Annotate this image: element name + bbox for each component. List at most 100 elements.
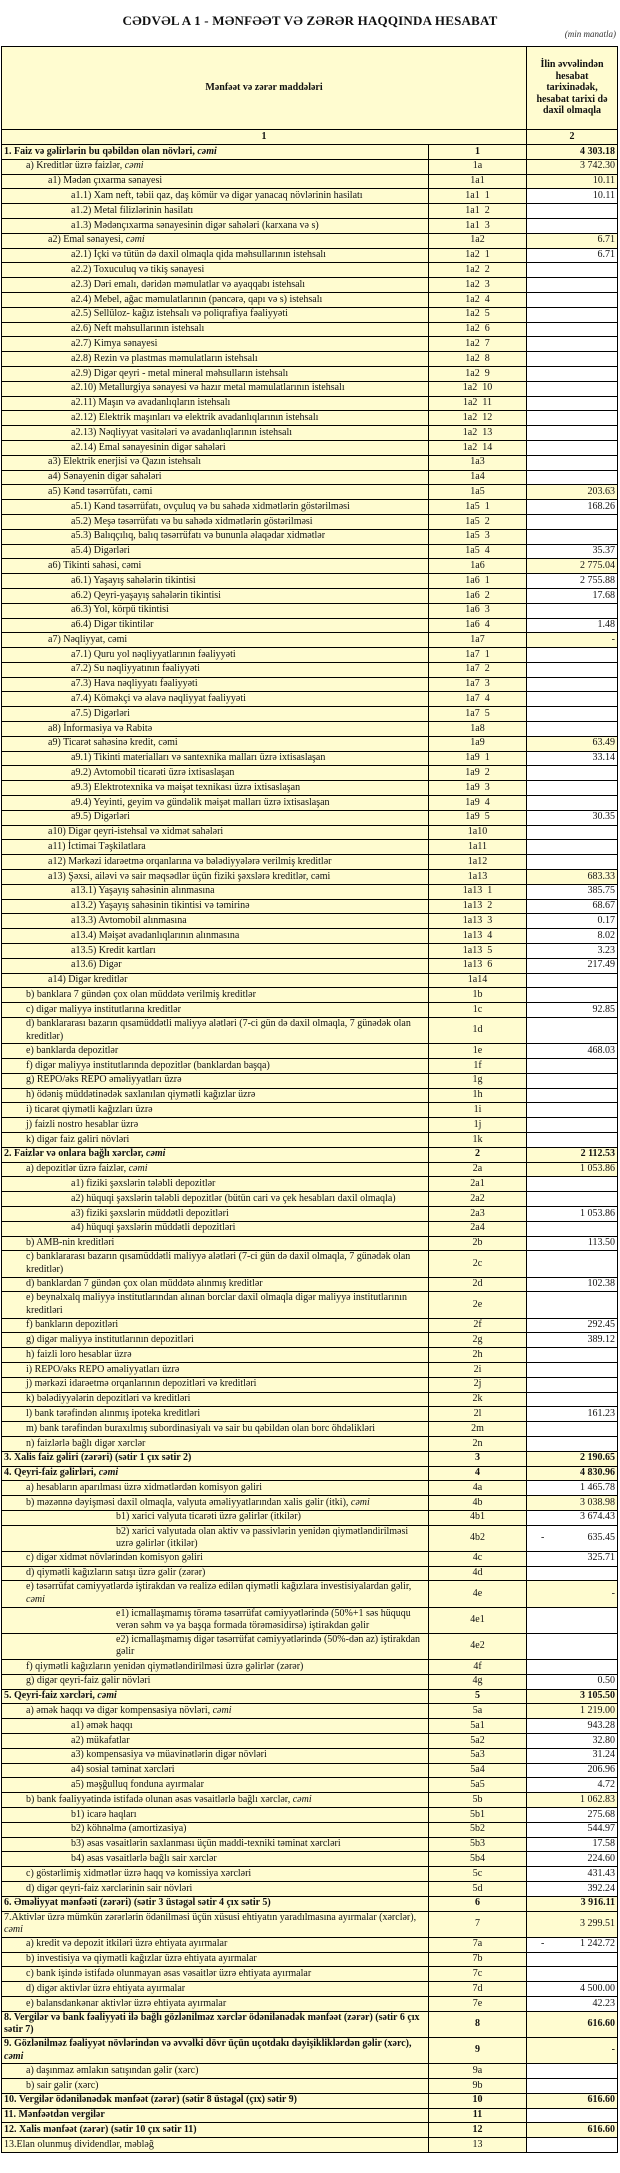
row-label: a9.1) Tikinti materialları və santexnika… [1, 750, 429, 767]
row-code: 1a7 1 [427, 647, 528, 663]
row-value [526, 706, 619, 723]
table-row: 10. Vergilər ödənilənədək mənfəət (zərər… [1, 2092, 619, 2109]
row-label: a11) İctimai Təşkilatlara [1, 839, 429, 856]
table-row: a7.5) Digərləri 1a7 5 [1, 706, 619, 723]
row-value [526, 1017, 619, 1045]
row-label-text: g) digər qeyri-faiz gəlir növləri [26, 1675, 151, 1687]
row-value [526, 454, 619, 471]
table-row: c) digər maliyyə institutlarına kreditlə… [1, 1002, 619, 1019]
row-value: - 635.45 [526, 1524, 619, 1552]
row-label-total-marker: cəmi [4, 2050, 24, 2062]
row-label-text: a2.6) Neft məhsullarının istehsalı [71, 323, 205, 335]
row-value: 217.49 [526, 957, 619, 974]
row-label-text: 12. Xalis mənfəət (zərər) (sətir 10 çıx … [4, 2123, 197, 2135]
row-label-text: a13.6) Digər [71, 959, 122, 971]
row-label: 10. Vergilər ödənilənədək mənfəət (zərər… [1, 2092, 429, 2109]
row-code: 1a7 [427, 632, 528, 649]
row-value: 385.75 [526, 883, 619, 900]
row-value [526, 676, 619, 693]
row-label: g) digər qeyri-faiz gəlir növləri [1, 1673, 429, 1690]
row-label: n) faizlərlə bağlı digər xərclər [1, 1435, 429, 1452]
row-label-text: e) beynəlxalq maliyyə institutlarından a… [26, 1292, 408, 1316]
row-label-text: a) hesabların aparılması üzrə xidmətlərd… [26, 1481, 263, 1493]
table-row: h) faizli loro hesablar üzrə 2h [1, 1347, 619, 1363]
row-label: a6.3) Yol, körpü tikintisi [1, 602, 429, 619]
row-value: - [526, 632, 619, 649]
row-code: 1a1 3 [427, 217, 528, 234]
row-label-text: k) digər faiz gəliri növləri [26, 1133, 130, 1145]
table-body: 1. Faiz və gəlirlərin bu qəbildən olan n… [1, 144, 619, 2153]
row-label-text: a2.9) Digər qeyri - metal mineral məhsul… [71, 367, 289, 379]
row-label-text: 2. Faizlər və onlara bağlı xərclər, [4, 1148, 147, 1160]
row-code: 1a2 4 [427, 291, 528, 308]
table-row: a7.3) Hava nəqliyyatı fəaliyyəti 1a7 3 [1, 676, 619, 693]
row-code: 11 [427, 2107, 528, 2124]
row-label-text: b2) xarici valyutada olan aktiv və passi… [116, 1525, 409, 1550]
row-label-text: a9.5) Digərləri [71, 811, 130, 823]
row-label-text: a2.5) Sellüloz- kağız istehsalı və poliq… [71, 308, 288, 320]
row-label-text: a) depozitlər üzrə faizlər, [26, 1163, 129, 1175]
table-row: 8. Vergilər və bank fəaliyyəti ilə bağlı… [1, 2010, 619, 2038]
row-code: 2a3 [427, 1205, 528, 1222]
row-value: 943.28 [526, 1718, 619, 1735]
table-row: a11) İctimai Təşkilatlara 1a11 [1, 839, 619, 856]
row-code: 1a1 [427, 173, 528, 190]
table-row: a6.3) Yol, körpü tikintisi 1a6 3 [1, 602, 619, 619]
table-row: e2) icmallaşmamış digər təsərrüfat cəmiy… [1, 1632, 619, 1661]
row-value: 325.71 [526, 1550, 619, 1567]
row-label: b) investisiya və qiymətli kağızlar üzrə… [1, 1951, 429, 1968]
row-label: a) depozitlər üzrə faizlər, cəmi [1, 1161, 429, 1178]
row-label: b1) xarici valyuta ticarəti üzrə gəlirlə… [1, 1509, 429, 1526]
row-value: 206.96 [526, 1762, 619, 1779]
row-label: a2.9) Digər qeyri - metal mineral məhsul… [1, 365, 429, 382]
row-label: b1) icarə haqları [1, 1807, 429, 1823]
row-code: 2b [427, 1235, 528, 1252]
row-label: a5) məşğulluq fonduna ayırmalar [1, 1777, 429, 1794]
row-value [526, 647, 619, 663]
row-code: 5a2 [427, 1733, 528, 1749]
row-code: 1a6 4 [427, 617, 528, 634]
row-label-text: a) kredit və depozit itkiləri üzrə ehtiy… [26, 1938, 228, 1950]
row-label: b2) xarici valyutada olan aktiv və passi… [1, 1524, 429, 1552]
row-label: a9.3) Elektrotexnika və məişət texnikası… [1, 780, 429, 797]
row-value [526, 425, 619, 441]
row-code: 4b [427, 1495, 528, 1511]
row-value: 6.71 [526, 247, 619, 264]
row-value: 4 830.96 [526, 1465, 619, 1482]
row-value: 17.68 [526, 587, 619, 604]
row-code: 2a1 [427, 1176, 528, 1193]
row-label-text: 11. Mənfəətdən vergilər [4, 2109, 105, 2121]
row-label: a2.10) Metallurgiya sənayesi və hazır me… [1, 380, 429, 397]
row-label: j) faizli nostro hesablar üzrə [1, 1117, 429, 1133]
row-label-text: g) digər maliyyə institutlarının depozit… [26, 1333, 194, 1345]
row-code: 1e [427, 1043, 528, 1059]
row-label: a1.2) Metal filizlərinin hasilatı [1, 203, 429, 219]
row-value [526, 1606, 619, 1634]
table-row: a13.5) Kredit kartları 1a13 5 3.23 [1, 943, 619, 959]
row-value [526, 1176, 619, 1193]
table-row: a9.4) Yeyinti, geyim və gündəlik məişət … [1, 795, 619, 811]
row-label-text: h) ödəniş müddətinədək saxlanılan qiymət… [26, 1089, 256, 1101]
row-code: 3 [427, 1450, 528, 1467]
row-value: 1.48 [526, 617, 619, 634]
row-code: 1b [427, 987, 528, 1004]
row-code: 2k [427, 1391, 528, 1408]
table-row: n) faizlərlə bağlı digər xərclər 2n [1, 1435, 619, 1452]
row-label: 5. Qeyri-faiz xərcləri, cəmi [1, 1688, 429, 1705]
row-value: 4 500.00 [526, 1981, 619, 1997]
table-row: a5.3) Balıqçılıq, balıq təsərrüfatı və b… [1, 528, 619, 545]
row-code: 2m [427, 1421, 528, 1437]
row-value [526, 1435, 619, 1452]
table-row: a2.13) Nəqliyyat vasitələri və avadanlıq… [1, 425, 619, 441]
row-label: a7.4) Köməkçi və əlavə nəqliyyat fəaliyy… [1, 691, 429, 708]
row-code: 2l [427, 1406, 528, 1423]
table-row: a6.2) Qeyri-yaşayış sahələrin tikintisi 1… [1, 587, 619, 604]
row-label: b) bank fəaliyyətində istifadə olunan əs… [1, 1792, 429, 1808]
negative-sign: - [541, 1531, 545, 1543]
row-label-text: a2.14) Emal sənayesinin digər sahələri [71, 441, 226, 453]
row-code: 1a [427, 158, 528, 175]
row-label: a7.5) Digərləri [1, 706, 429, 723]
row-code: 2a [427, 1161, 528, 1178]
row-code: 2n [427, 1435, 528, 1452]
row-code: 1a5 1 [427, 499, 528, 515]
